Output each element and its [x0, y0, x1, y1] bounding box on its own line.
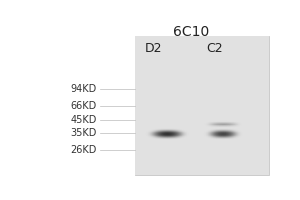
FancyBboxPatch shape: [135, 36, 269, 175]
Text: 6C10: 6C10: [173, 25, 209, 39]
Text: 94KD: 94KD: [70, 84, 97, 94]
Text: 45KD: 45KD: [70, 115, 97, 125]
Text: 66KD: 66KD: [70, 101, 97, 111]
Text: 26KD: 26KD: [70, 145, 97, 155]
Text: D2: D2: [145, 42, 163, 55]
Text: C2: C2: [206, 42, 223, 55]
Text: 35KD: 35KD: [70, 128, 97, 138]
